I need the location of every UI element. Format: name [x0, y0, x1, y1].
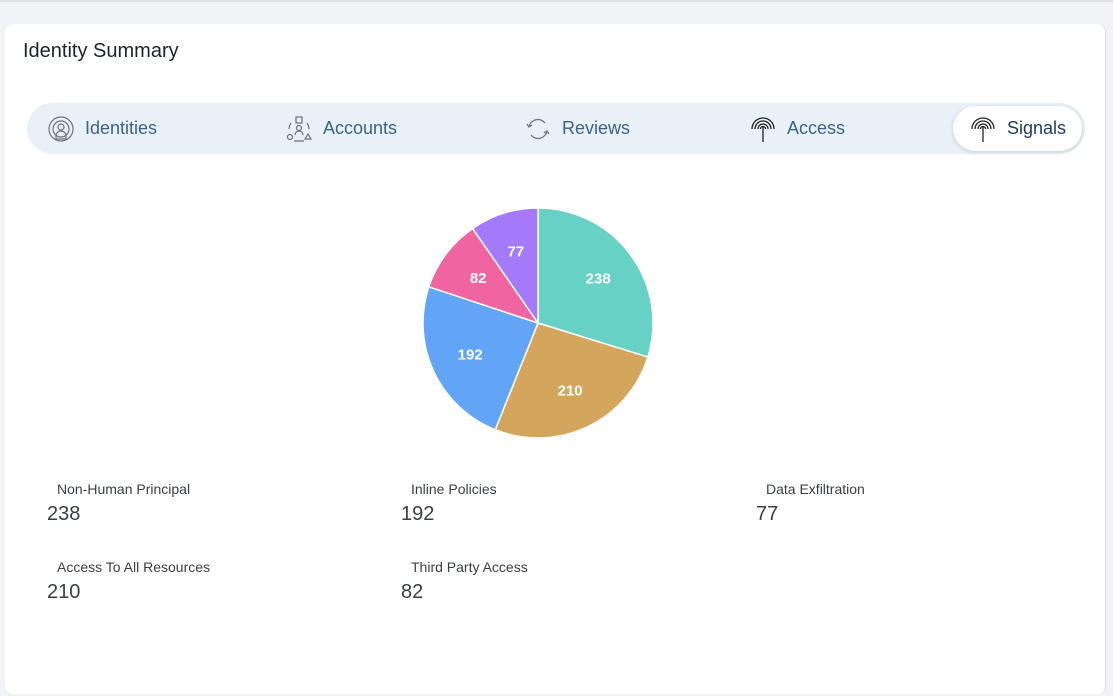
legend-label: Access To All Resources	[57, 559, 211, 575]
identity-summary-card: Identity Summary Identities Accounts Rev…	[5, 24, 1106, 694]
pie-slice[interactable]	[494, 322, 649, 439]
card-title: Identity Summary	[23, 40, 179, 62]
legend-item: Access To All Resources 210	[47, 559, 210, 604]
legend-item: Data Exfiltration 77	[756, 481, 865, 526]
legend-value: 210	[47, 581, 81, 603]
legend-item: Inline Policies 192	[401, 481, 497, 526]
legend-value: 82	[401, 581, 424, 603]
signal-icon	[751, 116, 775, 142]
tab-label: Access	[787, 118, 846, 138]
pie-data-label: 82	[470, 270, 487, 287]
tab-identities[interactable]: Identities	[47, 103, 157, 154]
tab-access[interactable]: Access	[749, 103, 845, 154]
identity-icon	[48, 115, 74, 142]
tab-accounts[interactable]: Accounts	[285, 103, 397, 154]
signal-icon	[971, 116, 995, 142]
pie-slice[interactable]	[537, 207, 654, 359]
pie-data-label: 210	[558, 382, 583, 399]
pie-slice[interactable]	[471, 207, 539, 326]
pie-slice[interactable]	[427, 227, 540, 325]
top-border	[0, 0, 1113, 2]
tab-signals[interactable]: Signals	[953, 106, 1083, 151]
pie-data-label: 238	[586, 271, 611, 288]
pie-data-label: 192	[458, 346, 483, 363]
legend-item: Third Party Access 82	[401, 559, 528, 604]
accounts-icon	[286, 115, 313, 142]
tab-label: Accounts	[323, 118, 398, 138]
legend-item: Non-Human Principal 238	[47, 481, 190, 526]
legend-value: 192	[401, 503, 435, 525]
legend-label: Non-Human Principal	[57, 481, 191, 497]
pie-data-label: 77	[507, 244, 524, 261]
tab-label: Identities	[85, 118, 158, 138]
legend-value: 77	[756, 503, 779, 525]
legend-label: Inline Policies	[411, 481, 497, 497]
tab-label: Signals	[1007, 118, 1067, 138]
refresh-icon	[526, 118, 550, 139]
tab-reviews[interactable]: Reviews	[524, 103, 630, 154]
legend-label: Data Exfiltration	[766, 481, 865, 497]
legend-label: Third Party Access	[411, 559, 528, 575]
pie-slice[interactable]	[422, 285, 539, 431]
legend-value: 238	[47, 503, 81, 525]
pie-chart: 238 210 192 82 77	[422, 207, 654, 439]
tab-label: Reviews	[562, 118, 631, 138]
tab-bar: Identities Accounts Reviews Access Signa…	[27, 103, 1085, 154]
